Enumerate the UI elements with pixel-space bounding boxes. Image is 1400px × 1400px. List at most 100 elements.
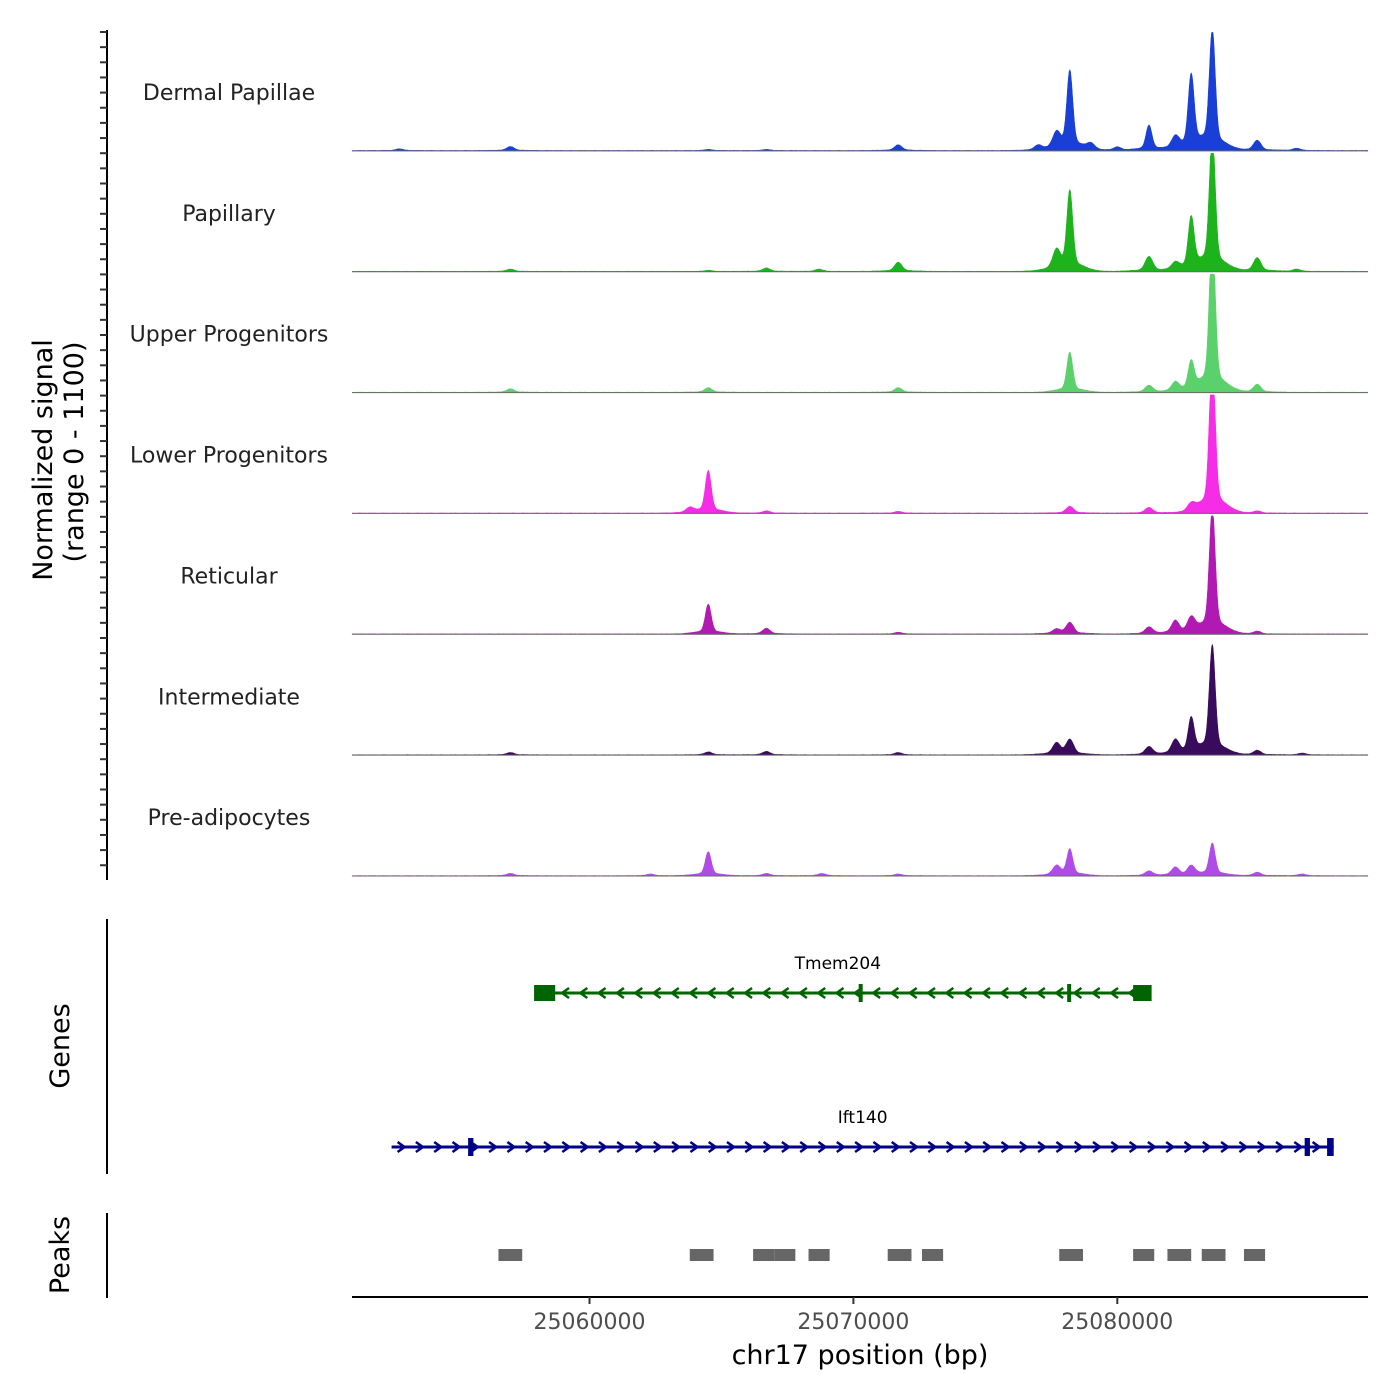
strand-arrow [596, 986, 607, 1000]
strand-arrow [836, 1140, 846, 1154]
strand-arrow [744, 1140, 755, 1154]
strand-arrow [909, 1140, 920, 1154]
peak-region [808, 1249, 830, 1261]
coverage-area [351, 32, 1369, 152]
coverage-area [351, 152, 1369, 272]
coverage-area [351, 515, 1369, 635]
strand-arrow [781, 1140, 792, 1154]
peak-region [1133, 1249, 1155, 1261]
track-dermal-papillae: Dermal Papillae [143, 32, 1369, 152]
strand-arrow [925, 986, 936, 1000]
strand-arrow [1017, 986, 1028, 1000]
coverage-area [351, 394, 1369, 514]
track-intermediate: Intermediate [158, 643, 1369, 756]
track-label: Reticular [180, 564, 278, 589]
track-pre-adipocytes: Pre-adipocytes [148, 806, 1369, 877]
exon [468, 1138, 474, 1156]
strand-arrow [962, 986, 973, 1000]
strand-arrow [890, 1140, 901, 1154]
genes-ylabel: Genes [45, 1003, 76, 1088]
strand-arrow [1183, 1140, 1194, 1154]
strand-arrow [999, 986, 1009, 1000]
strand-arrow [944, 986, 955, 1000]
peak-region [887, 1249, 912, 1261]
strand-arrow [980, 986, 991, 1000]
gene-label: Tmem204 [794, 954, 881, 974]
track-lower-progenitors: Lower Progenitors [130, 394, 1369, 514]
peak-region [774, 1249, 796, 1261]
track-reticular: Reticular [180, 515, 1369, 635]
peak-region [498, 1249, 523, 1261]
strand-arrow [1108, 986, 1119, 1000]
coverage-ylabel-line1: Normalized signal [28, 339, 59, 581]
strand-arrow [687, 986, 698, 1000]
strand-arrow [907, 986, 918, 1000]
gene-track: Tmem204 Ift140 [391, 954, 1334, 1156]
peak-region [922, 1249, 944, 1261]
track-label: Papillary [182, 202, 276, 227]
axes: 25060000 25070000 25080000 [100, 30, 1368, 1335]
peak-region [1243, 1249, 1266, 1261]
strand-arrow [724, 986, 735, 1000]
track-label: Intermediate [158, 685, 300, 710]
strand-arrow [870, 986, 881, 1000]
strand-arrow [578, 986, 589, 1000]
strand-arrow [927, 1140, 938, 1154]
track-upper-progenitors: Upper Progenitors [130, 273, 1369, 394]
strand-arrow [1072, 986, 1083, 1000]
strand-arrow [561, 1140, 572, 1154]
strand-arrow [543, 1140, 554, 1154]
strand-arrow [1165, 1140, 1176, 1154]
exon [1327, 1138, 1334, 1156]
strand-arrow [834, 986, 845, 1000]
strand-arrow [1256, 1140, 1267, 1154]
strand-arrow [1220, 1140, 1231, 1154]
gene-label: Ift140 [838, 1108, 888, 1128]
x-tick-label: 25080000 [1061, 1310, 1173, 1335]
strand-arrow [762, 1140, 773, 1154]
strand-arrow [488, 1140, 499, 1154]
peak-region [1167, 1249, 1192, 1261]
strand-arrow [1019, 1140, 1029, 1154]
strand-arrow [598, 1140, 609, 1154]
strand-arrow [616, 1140, 627, 1154]
x-tick-label: 25070000 [797, 1310, 909, 1335]
x-axis-title: chr17 position (bp) [732, 1340, 989, 1371]
peak-region [753, 1249, 775, 1261]
strand-arrow [1110, 1140, 1121, 1154]
strand-arrow [1202, 1140, 1212, 1154]
strand-arrow [433, 1140, 444, 1154]
strand-arrow [982, 1140, 993, 1154]
strand-arrow [1275, 1140, 1286, 1154]
strand-arrow [1073, 1140, 1084, 1154]
strand-arrow [653, 1140, 663, 1154]
strand-arrow [779, 986, 790, 1000]
strand-arrow [1128, 1140, 1139, 1154]
gene-tmem204: Tmem204 [534, 954, 1152, 1002]
strand-arrow [1037, 1140, 1048, 1154]
track-label: Lower Progenitors [130, 444, 328, 469]
strand-arrow [669, 986, 680, 1000]
strand-arrow [614, 986, 625, 1000]
strand-arrow [1147, 1140, 1158, 1154]
strand-arrow [524, 1140, 535, 1154]
strand-arrow [559, 986, 570, 1000]
exon [1067, 984, 1072, 1002]
strand-arrow [634, 1140, 645, 1154]
strand-arrow [1293, 1140, 1304, 1154]
strand-arrow [633, 986, 643, 1000]
strand-arrow [799, 1140, 810, 1154]
strand-arrow [1055, 1140, 1066, 1154]
strand-arrow [889, 986, 900, 1000]
strand-arrow [872, 1140, 883, 1154]
track-label: Pre-adipocytes [148, 806, 311, 831]
strand-arrow [1035, 986, 1046, 1000]
track-papillary: Papillary [182, 152, 1369, 273]
strand-arrow [817, 1140, 828, 1154]
track-label: Dermal Papillae [143, 81, 315, 106]
track-label: Upper Progenitors [130, 323, 329, 348]
strand-arrow [761, 986, 772, 1000]
coverage-tracks: Dermal Papillae Papillary Upper Progenitor… [130, 32, 1369, 877]
strand-arrow [707, 1140, 718, 1154]
strand-arrow [1238, 1140, 1249, 1154]
